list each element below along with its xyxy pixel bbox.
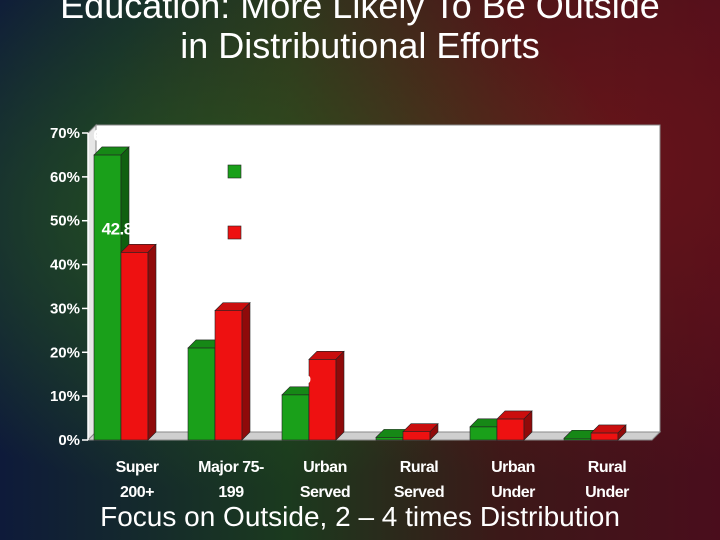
data-labels: 65% 42.8% 21% 29.5% 10.3% 18.4% 0.6% 1.9% 3% 4.8%… (93, 126, 628, 426)
bar-front (281, 394, 310, 441)
y-tick-label: 20% (50, 344, 80, 361)
data-label-red-2: 18.4% (304, 326, 350, 345)
slide-title: Education: More Likely To Be Outside in … (0, 0, 720, 66)
data-label-green-0: 65% (93, 126, 126, 145)
y-tick-label: 70% (50, 125, 80, 142)
category-label-1-line2: 199 (218, 484, 244, 501)
legend: Residents Not FP Green (more $ per GME) G… (227, 163, 570, 243)
data-label-green-1: 21% (177, 315, 210, 334)
bar-front (590, 432, 619, 441)
bars-group (93, 146, 627, 441)
category-labels: Super 200+ Major 75- 199 Urban Served Rural Ser… (116, 459, 630, 501)
slide-title-line1: Education: More Likely To Be Outside (60, 0, 660, 26)
category-label-1-line1: Major 75- (198, 459, 264, 476)
bar-front (187, 347, 216, 441)
bar-front (402, 431, 431, 441)
category-label-5-line1: Rural (588, 459, 626, 476)
y-tick-label: 10% (50, 388, 80, 405)
data-label-red-0: 42.8% (102, 219, 148, 238)
bar-front (214, 310, 243, 441)
category-label-2-line2: Served (300, 484, 350, 501)
slide-footer: Focus on Outside, 2 – 4 times Distributi… (100, 501, 620, 532)
bar-side (147, 243, 157, 441)
bar-front (375, 437, 404, 441)
legend-label-green: Residents Not FP Green (more $ per GME) (248, 163, 569, 182)
bar-front (469, 426, 498, 441)
y-tick-label: 0% (58, 432, 80, 449)
bar-red-4 (496, 410, 533, 441)
category-label-0-line2: 200+ (120, 484, 154, 501)
bar-red-3 (402, 422, 439, 441)
bar-side (429, 422, 439, 441)
y-axis: 0% 10% 20% 30% 40% 50% 60% 70% (50, 125, 89, 449)
category-label-2-line1: Urban (303, 459, 347, 476)
category-label-4-line2: Under (491, 484, 535, 501)
bar-front (308, 359, 337, 441)
data-label-green-4: 3% (464, 400, 488, 419)
bar-side (241, 301, 251, 441)
data-label-green-5: 0.4% (550, 407, 587, 426)
y-tick-label: 30% (50, 300, 80, 317)
bar-red-5 (590, 424, 627, 441)
category-label-3-line2: Served (394, 484, 444, 501)
bar-red-0 (120, 243, 157, 441)
data-label-red-4: 4.8% (497, 354, 534, 373)
legend-label-red: GME in FP in the Red (248, 224, 410, 243)
y-tick-label: 40% (50, 257, 80, 274)
bar-red-1 (214, 301, 251, 441)
y-tick-label: 60% (50, 169, 80, 186)
y-tick-label: 50% (50, 213, 80, 230)
legend-swatch-red (227, 225, 242, 240)
legend-swatch-green (227, 164, 242, 179)
bar-side (617, 424, 627, 441)
bar-red-2 (308, 350, 345, 441)
data-label-red-3: 1.9% (395, 370, 432, 389)
category-label-4-line1: Urban (491, 459, 535, 476)
slide-title-line2: in Distributional Efforts (180, 25, 540, 66)
data-label-red-5: 1.6% (591, 369, 628, 388)
data-label-green-3: 0.6% (362, 403, 399, 422)
data-label-green-2: 10.3% (265, 368, 311, 387)
bar-front (496, 418, 525, 441)
bar-front (120, 251, 149, 441)
category-label-3-line1: Rural (400, 459, 438, 476)
category-label-0-line1: Super (116, 459, 159, 476)
bar-front (93, 154, 122, 441)
bar-side (335, 350, 345, 441)
category-label-5-line2: Under (585, 484, 629, 501)
data-label-red-1: 29.5% (200, 278, 246, 297)
bar-side (523, 410, 533, 441)
